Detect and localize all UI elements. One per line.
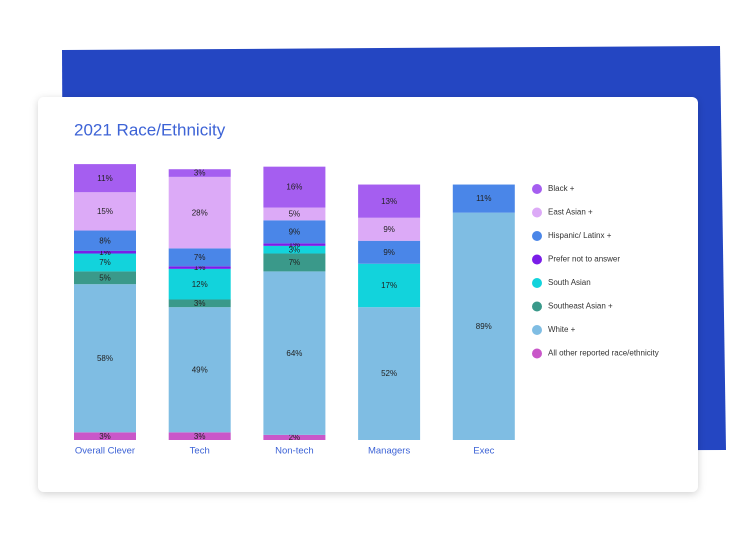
- legend-label: Black +: [548, 184, 575, 193]
- bar-segment: [358, 184, 421, 218]
- data-label: 3%: [194, 169, 206, 178]
- data-label: 1%: [99, 248, 111, 257]
- data-label: 9%: [289, 227, 301, 236]
- data-label: 49%: [192, 365, 208, 374]
- legend-label: White +: [548, 325, 576, 334]
- data-label: 13%: [381, 197, 397, 206]
- bar-segment: [358, 307, 421, 440]
- x-tick-label: Managers: [368, 446, 410, 457]
- data-label: 8%: [99, 236, 111, 245]
- legend-swatch: [532, 231, 542, 241]
- bar-segment: [263, 434, 326, 440]
- data-label: 89%: [476, 322, 492, 331]
- legend-label: Prefer not to answer: [548, 255, 620, 264]
- bar-segment: [358, 217, 421, 241]
- x-tick-label: Non-tech: [275, 446, 314, 457]
- x-tick-label: Overall Clever: [75, 446, 135, 457]
- bar-segment: [452, 184, 515, 213]
- bar-segment: [74, 271, 136, 285]
- legend-swatch: [532, 207, 542, 218]
- bar-segment: [74, 192, 136, 231]
- data-label: 1%: [194, 263, 206, 272]
- chart-title: 2021 Race/Ethnicity: [74, 120, 226, 139]
- data-label: 2%: [289, 433, 301, 442]
- legend-label: All other reported race/ethnicity: [548, 349, 659, 358]
- bar-segment: [74, 432, 136, 440]
- bar-segment: [263, 166, 326, 208]
- data-label: 7%: [289, 258, 301, 267]
- legend-swatch: [532, 301, 542, 312]
- data-label: 3%: [99, 432, 111, 441]
- data-label: 64%: [286, 349, 302, 358]
- bar-segment: [168, 299, 231, 308]
- bar-segment: [168, 176, 231, 249]
- data-label: 9%: [383, 225, 395, 234]
- data-label: 7%: [99, 258, 111, 267]
- bar-segment: [452, 212, 515, 440]
- data-label: 52%: [381, 369, 397, 378]
- data-label: 11%: [476, 194, 491, 203]
- legend-swatch: [532, 348, 542, 359]
- data-label: 15%: [97, 207, 113, 216]
- data-label: 3%: [194, 299, 206, 308]
- bar-segment: [263, 253, 326, 272]
- legend-label: South Asian: [548, 278, 591, 287]
- bar-segment: [74, 164, 136, 193]
- bar-segment: [263, 271, 326, 435]
- bar-segment: [358, 240, 421, 264]
- bar-segment: [263, 243, 326, 246]
- legend-swatch: [532, 184, 542, 194]
- data-label: 3%: [194, 432, 206, 441]
- bar-segment: [74, 253, 136, 272]
- data-label: 3%: [289, 245, 301, 254]
- legend-swatch: [532, 325, 542, 335]
- bar-segment: [168, 266, 231, 269]
- bar-segment: [168, 432, 231, 440]
- bar-segment: [168, 307, 231, 433]
- data-label: 1%: [289, 240, 301, 249]
- data-label: 7%: [194, 253, 206, 262]
- data-label: 12%: [192, 280, 208, 289]
- bar-segment: [263, 245, 326, 254]
- data-label: 5%: [289, 210, 301, 219]
- legend-swatch: [532, 278, 542, 288]
- data-label: 28%: [192, 208, 208, 217]
- bar-segment: [74, 250, 136, 254]
- data-label: 11%: [97, 174, 112, 183]
- bar-segment: [263, 220, 326, 244]
- data-label: 17%: [381, 281, 397, 290]
- bar-segment: [74, 284, 136, 433]
- legend-label: East Asian +: [548, 208, 593, 217]
- data-label: 16%: [286, 183, 302, 192]
- bar-segment: [168, 248, 231, 267]
- x-tick-label: Exec: [473, 446, 494, 457]
- data-label: 58%: [97, 354, 113, 363]
- bar-segment: [168, 268, 231, 300]
- bar-segment: [358, 263, 421, 308]
- data-label: 9%: [383, 248, 395, 257]
- bar-segment: [263, 207, 326, 221]
- bar-segment: [168, 169, 231, 177]
- bar-segment: [74, 230, 136, 251]
- data-label: 5%: [99, 273, 111, 282]
- legend-swatch: [532, 254, 542, 265]
- legend-label: Hispanic/ Latinx +: [548, 231, 612, 240]
- x-tick-label: Tech: [190, 446, 210, 457]
- legend-label: Southeast Asian +: [548, 302, 613, 311]
